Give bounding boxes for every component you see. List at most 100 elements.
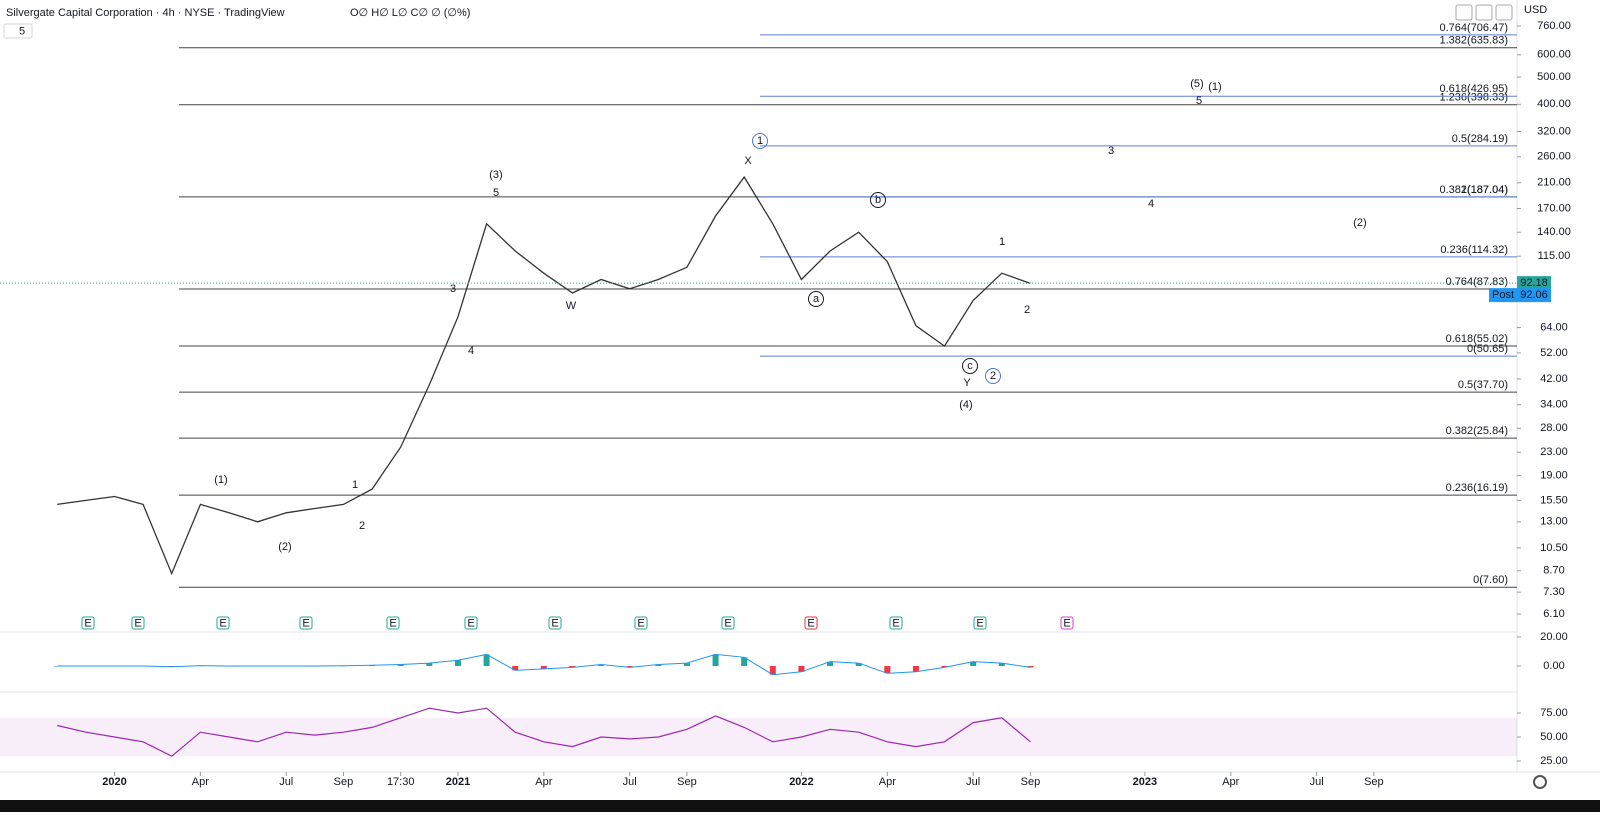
last-price-label: 92.18 bbox=[1520, 277, 1548, 289]
x-tick-label: 17:30 bbox=[387, 776, 415, 788]
macd-bar bbox=[998, 663, 1005, 666]
earnings-label: E bbox=[976, 617, 983, 629]
wave-label: 1 bbox=[757, 135, 763, 147]
earnings-label: E bbox=[134, 617, 141, 629]
post-tag: Post bbox=[1492, 289, 1514, 301]
last-price-badge bbox=[1517, 276, 1551, 291]
y-tick-label: 6.10 bbox=[1543, 608, 1564, 620]
x-tick-label: Jul bbox=[1310, 776, 1324, 788]
x-tick-label: Jul bbox=[966, 776, 980, 788]
fib-label: 0.236(16.19) bbox=[1446, 482, 1508, 494]
x-tick-label: Jul bbox=[623, 776, 637, 788]
earnings-label: E bbox=[807, 617, 814, 629]
macd-bar bbox=[769, 665, 776, 675]
button[interactable] bbox=[1475, 4, 1493, 21]
earnings-marker bbox=[973, 616, 987, 630]
y-tick-label: 140.00 bbox=[1537, 226, 1571, 238]
x-tick-label: 2021 bbox=[446, 776, 470, 788]
wave-label: 5 bbox=[1196, 95, 1202, 107]
x-tick-label: 2023 bbox=[1133, 776, 1157, 788]
macd-bar bbox=[970, 661, 977, 666]
y-tick-label: 400.00 bbox=[1537, 98, 1571, 110]
x-tick-label: Sep bbox=[1021, 776, 1041, 788]
y-tick-label: 170.00 bbox=[1537, 202, 1571, 214]
y-tick-label: 20.00 bbox=[1540, 631, 1568, 643]
y-tick-label: 320.00 bbox=[1537, 125, 1571, 137]
macd-bar bbox=[598, 664, 605, 666]
earnings-marker bbox=[464, 616, 478, 630]
x-tick-label: Sep bbox=[1364, 776, 1384, 788]
macd-bar bbox=[397, 664, 404, 666]
fib-label: 0.236(114.32) bbox=[1440, 244, 1508, 256]
wave-label: 4 bbox=[468, 345, 474, 357]
price-line bbox=[57, 175, 1031, 576]
y-tick-label: 28.00 bbox=[1540, 422, 1568, 434]
wave-label: (1) bbox=[1208, 81, 1221, 93]
wave-label: 3 bbox=[1108, 145, 1114, 157]
chart-title: Silvergate Capital Corporation · 4h · NY… bbox=[6, 7, 285, 19]
earnings-label: E bbox=[84, 617, 91, 629]
macd-bar bbox=[798, 665, 805, 672]
y-tick-label: 10.50 bbox=[1540, 542, 1568, 554]
wave-circle bbox=[985, 368, 1001, 384]
indicator-toggle[interactable] bbox=[3, 23, 33, 39]
macd-bar bbox=[1027, 665, 1034, 668]
x-tick-label: 2022 bbox=[789, 776, 813, 788]
y-tick-label: 600.00 bbox=[1537, 49, 1571, 61]
wave-label: (2) bbox=[278, 541, 291, 553]
wave-label: 3 bbox=[450, 283, 456, 295]
wave-label: 4 bbox=[1148, 198, 1154, 210]
y-tick-label: 15.50 bbox=[1540, 494, 1568, 506]
fib-label: 1(187.04) bbox=[1461, 184, 1508, 196]
fib-label: 0.764(706.47) bbox=[1440, 22, 1509, 34]
x-tick-label: Apr bbox=[1222, 776, 1239, 788]
wave-circle bbox=[808, 291, 824, 307]
earnings-marker bbox=[131, 616, 145, 630]
macd-bar bbox=[941, 665, 948, 668]
earnings-marker bbox=[634, 616, 648, 630]
wave-label: 2 bbox=[359, 520, 365, 532]
x-tick-label: Sep bbox=[334, 776, 354, 788]
wave-label: c bbox=[967, 360, 973, 372]
wave-circle bbox=[752, 133, 768, 149]
macd-bar bbox=[569, 665, 576, 668]
fib-label: 1.382(635.83) bbox=[1440, 35, 1509, 47]
earnings-label: E bbox=[302, 617, 309, 629]
y-tick-label: 115.00 bbox=[1538, 250, 1571, 262]
wave-label: b bbox=[875, 194, 881, 206]
wave-label: X bbox=[744, 155, 752, 167]
y-tick-label: 210.00 bbox=[1537, 177, 1571, 189]
y-tick-label: 7.30 bbox=[1543, 586, 1564, 598]
y-tick-label: 34.00 bbox=[1540, 399, 1568, 411]
macd-bar bbox=[540, 665, 547, 669]
x-tick-label: Sep bbox=[677, 776, 697, 788]
button[interactable] bbox=[1495, 4, 1513, 21]
macd-bar bbox=[626, 665, 633, 668]
y-tick-label: 25.00 bbox=[1540, 755, 1568, 767]
wave-label: 1 bbox=[999, 236, 1005, 248]
currency[interactable]: USD bbox=[1524, 4, 1547, 16]
wave-circle bbox=[870, 192, 886, 208]
macd-bar bbox=[483, 654, 490, 666]
wave-label: 5 bbox=[493, 187, 499, 199]
x-tick-label: 2020 bbox=[102, 776, 126, 788]
fib-label: 1.236(398.33) bbox=[1440, 92, 1509, 104]
y-tick-label: 50.00 bbox=[1540, 731, 1568, 743]
button[interactable] bbox=[1455, 4, 1473, 21]
y-tick-label: 42.00 bbox=[1540, 373, 1568, 385]
earnings-label: E bbox=[892, 617, 899, 629]
earnings-marker bbox=[216, 616, 230, 630]
wave-label: 2 bbox=[1024, 304, 1030, 316]
wave-label: (1) bbox=[214, 474, 227, 486]
y-tick-label: 500.00 bbox=[1537, 71, 1571, 83]
fib-label: 0.382(187.04) bbox=[1440, 184, 1509, 196]
settings-icon[interactable] bbox=[1533, 775, 1547, 789]
macd-bar bbox=[683, 663, 690, 666]
y-tick-label: 75.00 bbox=[1540, 707, 1568, 719]
macd-bar bbox=[712, 654, 719, 666]
macd-bar bbox=[741, 657, 748, 666]
x-tick-label: Apr bbox=[192, 776, 209, 788]
